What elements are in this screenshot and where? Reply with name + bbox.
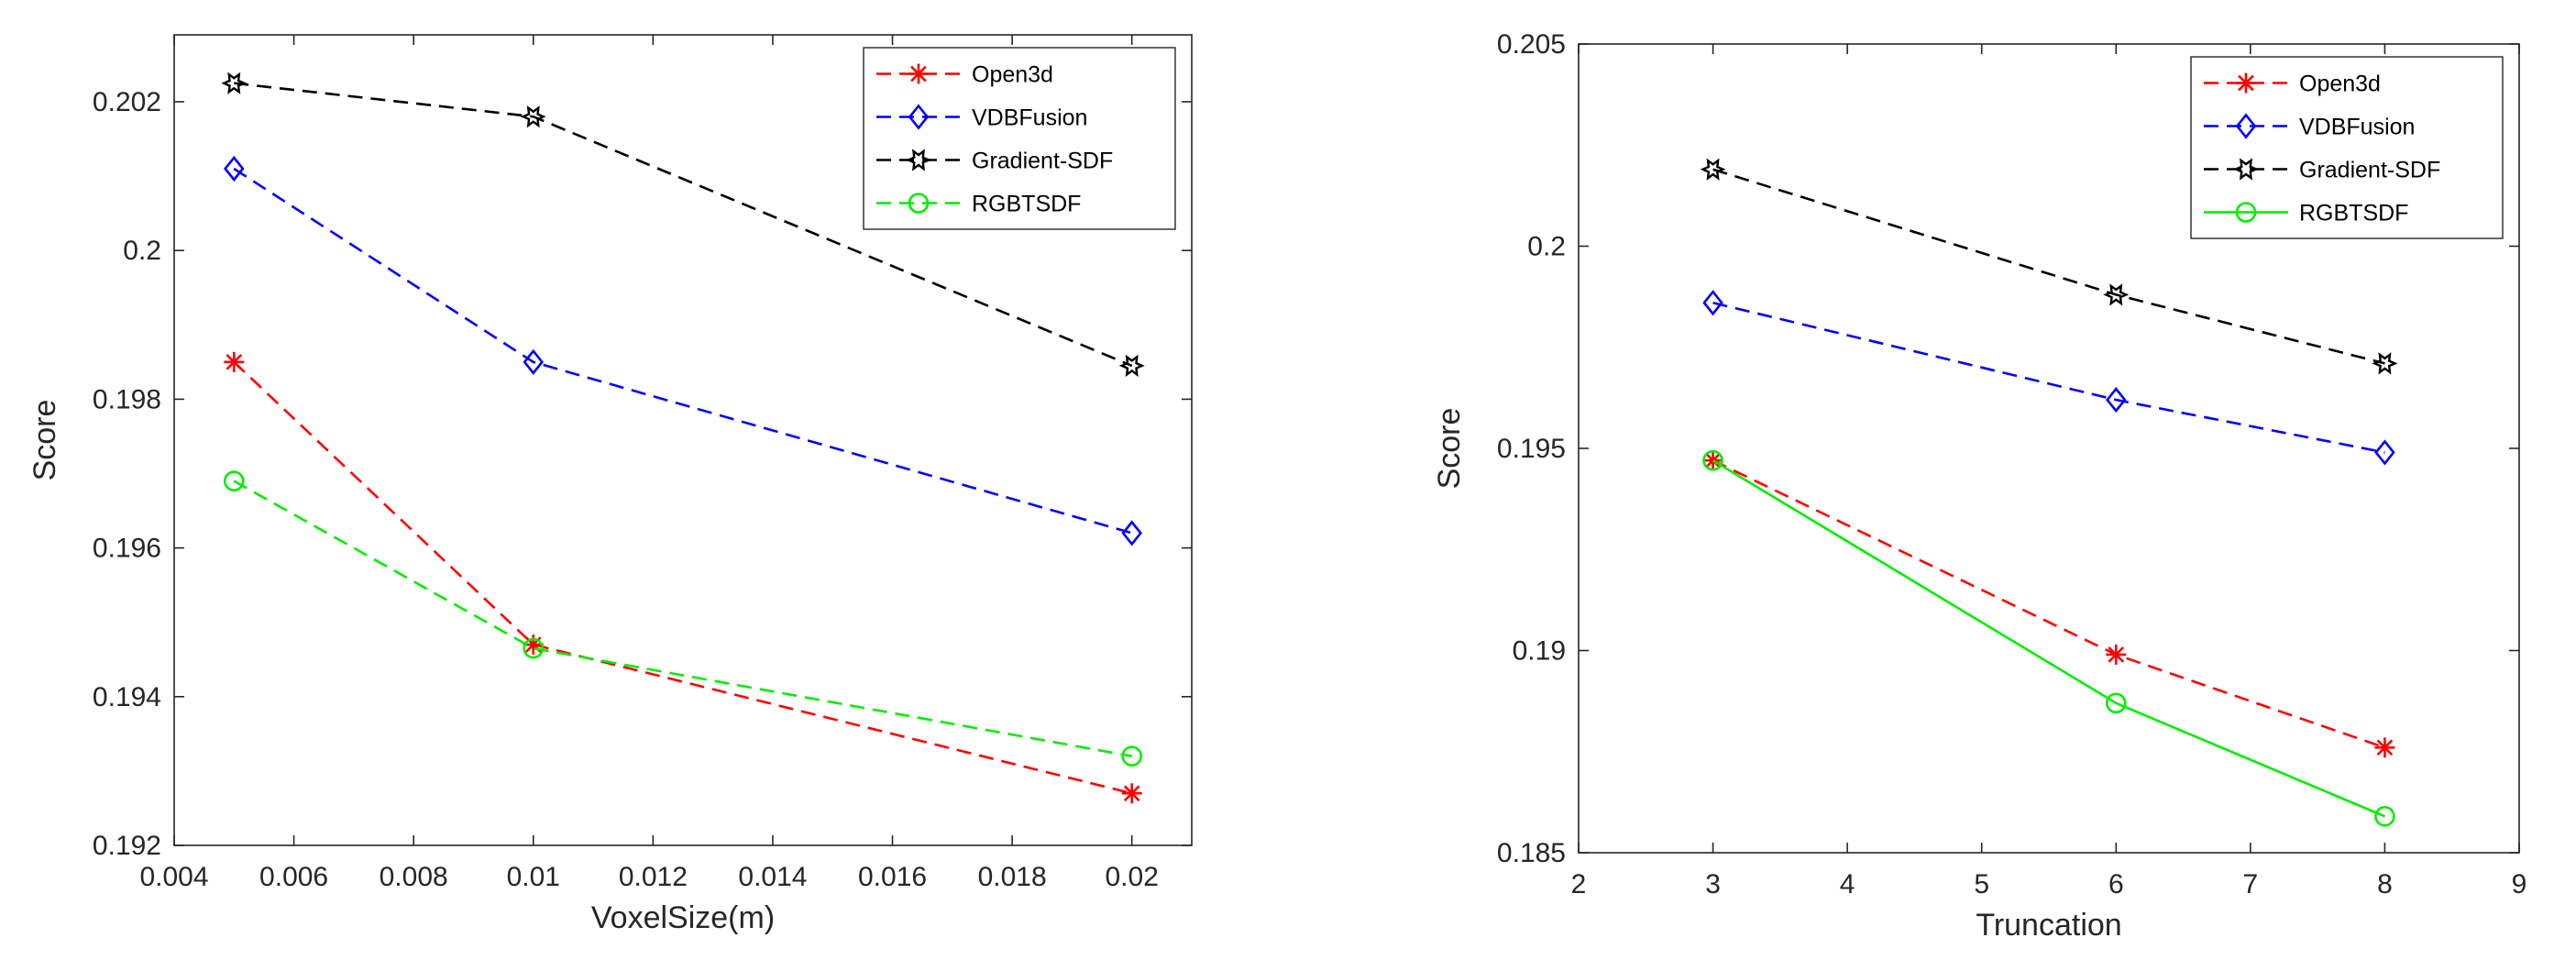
series-gradient-sdf [1700, 158, 2398, 375]
legend: Open3d VDBFusion Gradient-SDF RGBTSDF [2190, 56, 2504, 239]
legend-marker [2233, 158, 2259, 181]
series-line [1712, 168, 2385, 365]
y-tick-label: 0.196 [93, 534, 161, 564]
series-line [1712, 301, 2385, 454]
legend-label: Open3d [972, 62, 1053, 88]
y-axis-label: Score [1432, 408, 1467, 490]
legend-marker [908, 104, 930, 130]
data-point [1702, 290, 1723, 316]
y-tick-label: 0.19 [1513, 636, 1566, 667]
data-point [2106, 386, 2127, 414]
x-tick-label: 0.01 [507, 862, 560, 892]
y-tick-label: 0.2 [1527, 232, 1566, 262]
legend: Open3d VDBFusion Gradient-SDF RGBTSDF [863, 47, 1176, 230]
data-point [523, 634, 544, 656]
x-tick-label: 0.012 [619, 862, 688, 892]
y-tick-label: 0.205 [1497, 29, 1566, 60]
x-axis-label: Truncation [1976, 908, 2121, 943]
legend-label: VDBFusion [2299, 115, 2415, 140]
data-point [2372, 352, 2398, 375]
series-gradient-sdf [221, 72, 1145, 378]
x-tick-label: 0.006 [259, 862, 328, 892]
y-tick-label: 0.2 [123, 236, 161, 266]
data-point [1121, 520, 1142, 546]
x-tick-label: 2 [1571, 869, 1587, 899]
y-tick-label: 0.192 [93, 831, 161, 861]
y-tick-label: 0.194 [93, 682, 161, 712]
x-tick-label: 5 [1974, 869, 1989, 899]
data-point [523, 637, 545, 659]
legend-marker [906, 149, 931, 171]
x-tick-label: 0.014 [738, 862, 807, 892]
data-point [1702, 449, 1723, 471]
y-tick-label: 0.202 [93, 87, 161, 117]
x-tick-label: 0.004 [139, 862, 208, 892]
data-point [1118, 354, 1145, 378]
y-axis-label: Score [28, 400, 62, 481]
x-tick-label: 8 [2377, 869, 2393, 899]
x-axis-label: VoxelSize(m) [591, 900, 775, 935]
x-tick-label: 6 [2108, 869, 2124, 899]
data-point [520, 105, 546, 128]
x-tick-label: 4 [1840, 869, 1855, 899]
legend-marker [2236, 72, 2256, 94]
y-tick-label: 0.185 [1497, 838, 1566, 868]
y-tick-label: 0.198 [93, 384, 161, 414]
data-point [2374, 737, 2395, 758]
data-point [224, 155, 245, 182]
legend-label: VDBFusion [972, 105, 1087, 131]
data-point [1121, 745, 1143, 767]
legend-label: Gradient-SDF [972, 149, 1113, 174]
legend-marker [908, 193, 930, 214]
series-rgbtsdf [223, 470, 1143, 767]
x-tick-label: 3 [1705, 869, 1721, 899]
legend-label: RGBTSDF [972, 192, 1081, 217]
legend-marker [2235, 113, 2257, 139]
data-point [2103, 283, 2130, 306]
data-point [523, 348, 545, 375]
data-point [1700, 158, 1726, 181]
data-point [2106, 644, 2127, 665]
data-point [2105, 692, 2127, 714]
legend-marker [2235, 202, 2257, 223]
legend-label: RGBTSDF [2299, 201, 2408, 226]
series-open3d [224, 351, 1142, 804]
x-tick-label: 7 [2243, 869, 2259, 899]
series-line [233, 167, 1133, 535]
legend-label: Open3d [2299, 72, 2381, 97]
legend-label: Gradient-SDF [2299, 158, 2440, 183]
data-point [224, 351, 245, 372]
x-tick-label: 0.02 [1106, 862, 1159, 892]
data-point [2374, 806, 2395, 827]
x-tick-label: 0.018 [978, 862, 1047, 892]
x-tick-label: 0.008 [380, 862, 448, 892]
chart-1: 0.004 0.006 0.008 0.01 0.012 0.014 0.016 0.018 0… [28, 34, 1193, 935]
x-tick-label: 9 [2512, 869, 2527, 899]
data-point [221, 72, 248, 94]
legend-marker [908, 63, 929, 84]
data-point [1121, 783, 1142, 804]
series-vdbfusion [1702, 290, 2395, 466]
data-point [2374, 439, 2395, 466]
x-tick-label: 0.016 [858, 862, 927, 892]
series-line [234, 82, 1133, 368]
y-tick-label: 0.195 [1497, 434, 1566, 464]
chart-2: 2 3 4 5 6 7 8 9 0.185 0.19 0.195 0.2 0.205 Truncation… [1432, 29, 2526, 943]
series-line [1712, 459, 2385, 818]
data-point [223, 470, 245, 491]
series-rgbtsdf [1702, 449, 2395, 827]
series-vdbfusion [224, 155, 1142, 546]
